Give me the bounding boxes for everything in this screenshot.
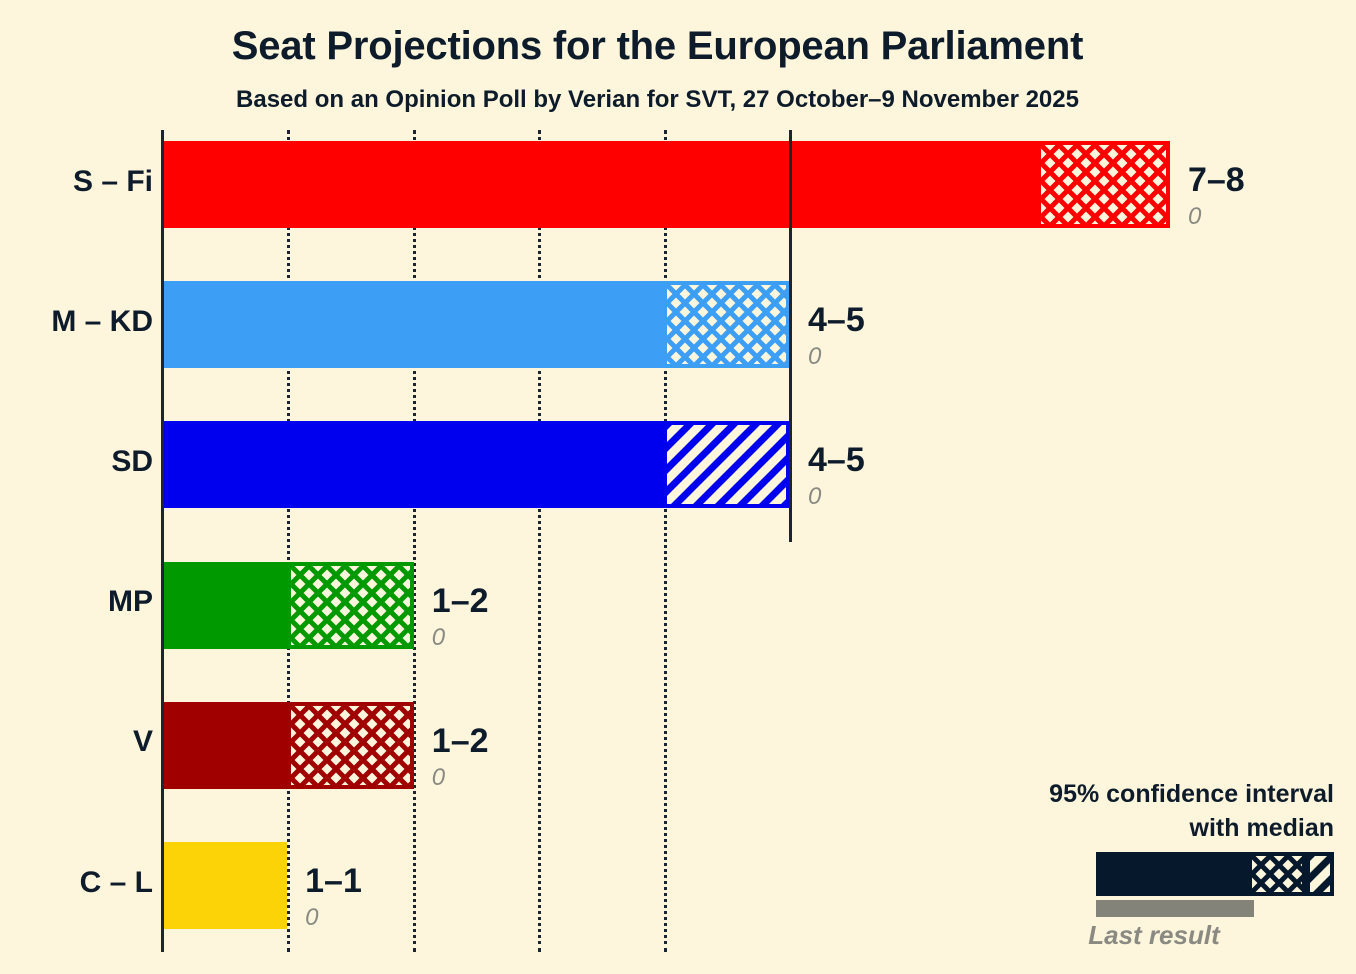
gridline-3 <box>538 130 542 952</box>
bar-mp <box>163 561 414 649</box>
value-range-label: 4–5 <box>808 301 865 340</box>
page-title: Seat Projections for the European Parlia… <box>231 24 1084 68</box>
value-last-result-label: 0 <box>808 343 822 371</box>
bar-confidence-segment <box>287 561 414 649</box>
threshold-line <box>789 130 792 542</box>
bar-median-segment <box>163 141 1038 228</box>
legend-last-result-bar <box>1096 900 1254 917</box>
bar-confidence-segment <box>287 701 414 789</box>
value-last-result-label: 0 <box>431 623 446 651</box>
bar-median-segment <box>163 561 288 649</box>
category-label-sd: SD <box>111 444 153 478</box>
gridline-1 <box>287 130 291 952</box>
bar-mkd <box>163 281 790 369</box>
category-label-sfi: S – Fi <box>72 164 153 198</box>
value-last-result-label: 0 <box>305 904 319 931</box>
value-last-result-label: 0 <box>1187 203 1202 230</box>
category-label-mp: MP <box>108 585 153 619</box>
bar-confidence-segment <box>663 421 790 509</box>
bar-median-segment <box>163 421 664 509</box>
value-range-label: 1–2 <box>431 581 489 620</box>
bar-median-segment <box>163 281 664 369</box>
bar-median-segment <box>163 842 288 929</box>
bar-sfi <box>163 141 1170 228</box>
legend-confidence-bar <box>1096 852 1334 896</box>
value-last-result-label: 0 <box>431 763 446 791</box>
category-label-v: V <box>132 725 153 759</box>
gridline-2 <box>412 130 416 952</box>
category-label-mkd: M – KD <box>51 304 153 338</box>
bar-sd <box>163 421 790 509</box>
gridline-4 <box>663 130 667 952</box>
bar-cl <box>163 842 288 929</box>
legend-title-line1: 95% confidence interval <box>1049 780 1334 808</box>
value-last-result-label: 0 <box>808 483 822 511</box>
y-axis-line <box>161 130 164 952</box>
chart-subtitle: Based on an Opinion Poll by Verian for S… <box>236 86 1079 113</box>
legend-segment-crosshatch <box>1248 852 1306 896</box>
bar-confidence-segment <box>1037 141 1170 228</box>
value-range-label: 1–1 <box>305 862 362 900</box>
bar-v <box>163 701 414 789</box>
bar-median-segment <box>163 701 288 789</box>
value-range-label: 7–8 <box>1187 161 1245 199</box>
value-range-label: 4–5 <box>808 441 865 480</box>
legend-last-result-label: Last result <box>1088 920 1220 950</box>
legend-segment-diagonal <box>1306 852 1334 896</box>
legend-segment-median <box>1096 852 1248 896</box>
category-label-cl: C – L <box>79 865 153 899</box>
legend-title-line2: with median <box>1189 814 1334 842</box>
bar-confidence-segment <box>663 281 790 369</box>
value-range-label: 1–2 <box>431 721 489 760</box>
